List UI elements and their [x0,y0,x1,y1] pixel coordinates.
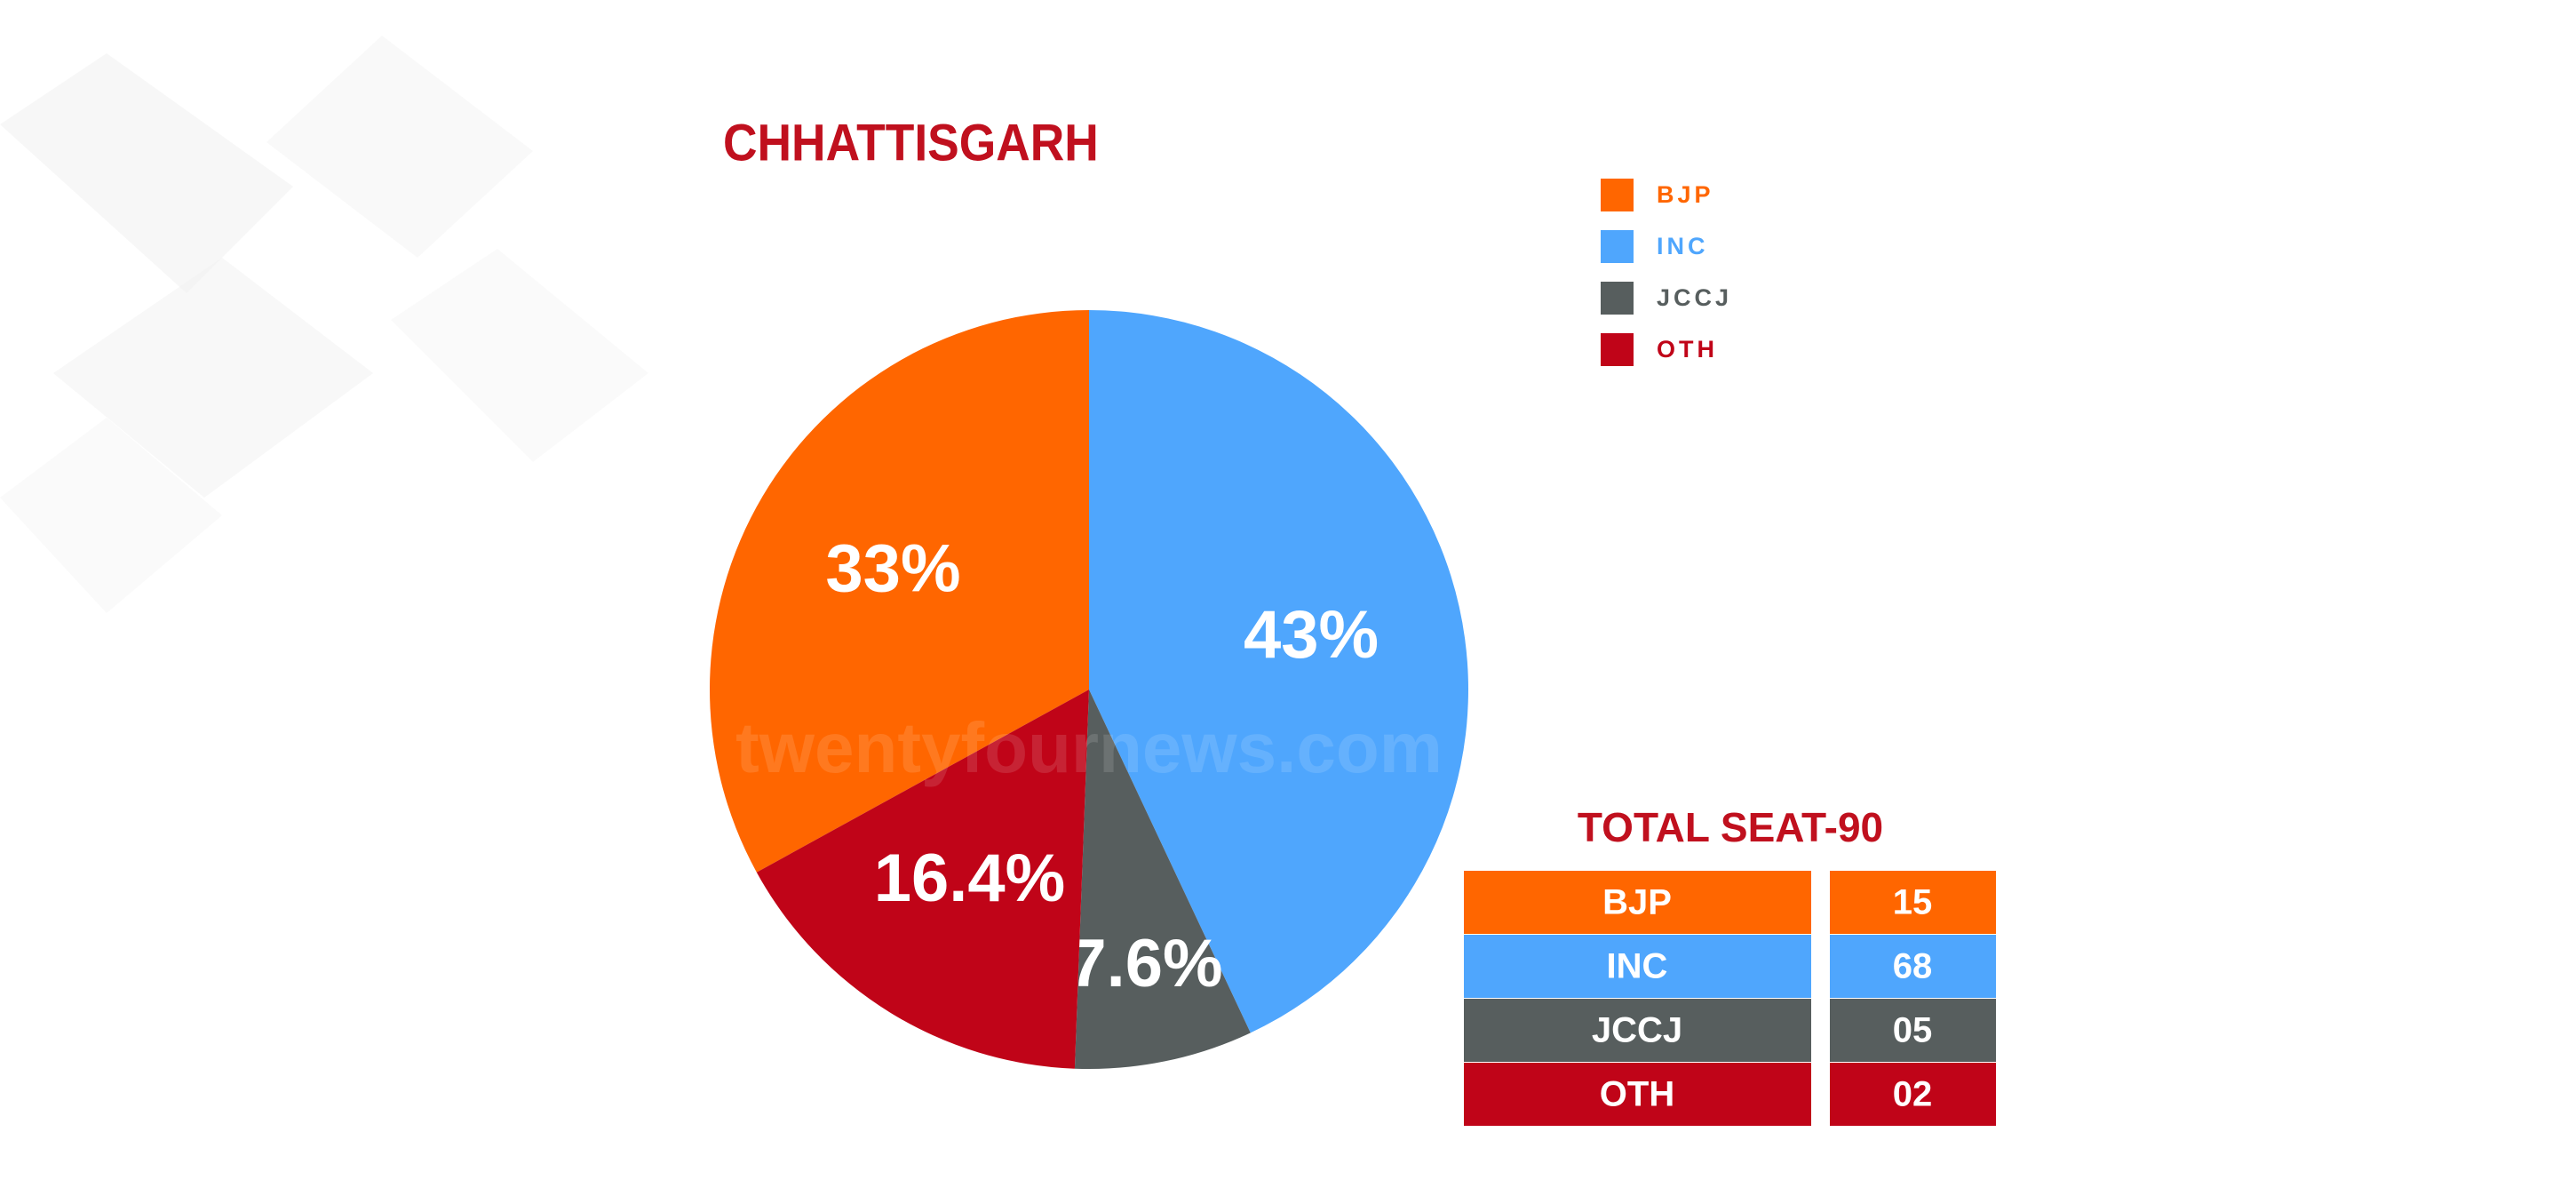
table-cell [1830,1063,1996,1126]
party-name: OTH [1600,1075,1674,1114]
seat-count: 05 [1893,1011,1933,1050]
legend-swatch [1601,179,1634,211]
legend: BJP INC JCCJ OTH [1601,179,1732,366]
seat-count: 15 [1893,883,1933,922]
chart-title: CHHATTISGARH [723,114,1099,171]
legend-label: INC [1657,233,1709,259]
pie-slice [756,690,1089,1069]
legend-label: OTH [1657,336,1718,363]
legend-swatch [1601,333,1634,366]
pie-slice [1089,310,1468,1033]
table-title: TOTAL SEAT-90 [1578,804,1883,850]
table-cell [1830,999,1996,1062]
table-cell [1830,935,1996,998]
legend-swatch [1601,230,1634,263]
seat-count: 02 [1893,1075,1933,1114]
pie-slice [710,310,1089,873]
table-cell [1830,871,1996,934]
pie: 33% 43% 7.6%16.4% [710,310,1468,1069]
slice-label: 33% [825,531,960,607]
legend-swatch [1601,282,1634,315]
party-name: INC [1607,947,1668,986]
watermark: twentyfournews.com [735,708,1443,787]
table-cell [1464,935,1811,998]
table: BJP 15 INC 68 JCCJ 05 OTH 02 [1464,871,1996,1126]
pie-slice [1074,690,1251,1069]
table-cell [1464,999,1811,1062]
party-name: BJP [1602,883,1672,922]
table-cell [1464,1063,1811,1126]
slice-label: 43% [1244,597,1379,673]
seat-count: 68 [1893,947,1933,986]
legend-label: JCCJ [1657,284,1732,311]
legend-label: BJP [1657,181,1714,208]
background-shapes [0,36,648,613]
slice-label: 7.6% [1069,926,1222,1001]
table-cell [1464,871,1811,934]
slice-label: 16.4% [874,841,1066,916]
party-name: JCCJ [1592,1011,1682,1050]
